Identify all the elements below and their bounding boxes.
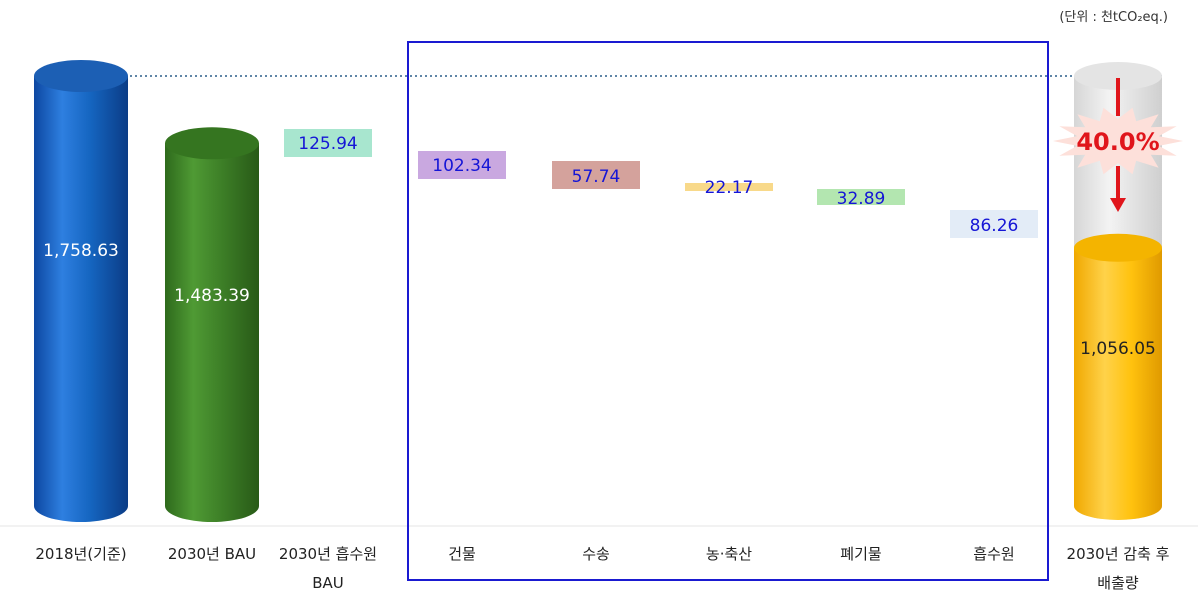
x-tick-label: 2030년 BAU [168, 545, 256, 563]
x-tick-label: 2018년(기준) [35, 545, 126, 563]
bar-waste [817, 189, 905, 205]
value-label: 86.26 [970, 216, 1019, 236]
value-label: 102.34 [432, 156, 491, 176]
bar-building [418, 151, 506, 179]
bar-2030-bau [165, 127, 259, 522]
bar-2018-body [34, 76, 128, 522]
x-tick-label: 흡수원 [973, 545, 1014, 563]
unit-label: (단위 : 천tCO₂eq.) [1059, 10, 1168, 25]
x-tick-label: 폐기물 [840, 545, 881, 563]
bar-sink [950, 210, 1038, 238]
x-tick-label: 농·축산 [706, 545, 752, 563]
value-label: 1,056.05 [1080, 339, 1156, 359]
baseline-ghost-top [1074, 62, 1162, 90]
x-tick-label: 2030년 흡수원 [279, 545, 377, 563]
bar-2030-bau-top [165, 127, 259, 160]
bar-sink-bau [284, 129, 372, 157]
x-tick-label: 수송 [582, 545, 610, 563]
value-label: 1,483.39 [174, 286, 250, 306]
value-label: 1,758.63 [43, 241, 119, 261]
x-tick-label: 건물 [448, 545, 476, 563]
bar-agriculture [685, 183, 773, 191]
reduction-label: 40.0% [1076, 128, 1159, 156]
value-label: 57.74 [572, 167, 621, 187]
bar-2018-top [34, 60, 128, 92]
bar-transport [552, 161, 640, 189]
reduction-starburst [1052, 107, 1184, 175]
bar-2030-bau-body [165, 143, 259, 522]
value-label: 32.89 [837, 189, 886, 209]
highlight-box [407, 41, 1049, 581]
reduction-arrow-head [1110, 198, 1126, 212]
x-tick-label: 2030년 감축 후 [1067, 545, 1170, 563]
x-tick-label: 배출량 [1097, 574, 1139, 592]
bar-2018 [34, 60, 128, 522]
bar-2030-after-top [1074, 233, 1162, 262]
value-label: 125.94 [298, 134, 357, 154]
bar-2030-after-body [1074, 247, 1162, 520]
bar-2030-after [1074, 233, 1162, 520]
value-label: 22.17 [705, 178, 754, 198]
x-tick-label: BAU [312, 574, 344, 592]
